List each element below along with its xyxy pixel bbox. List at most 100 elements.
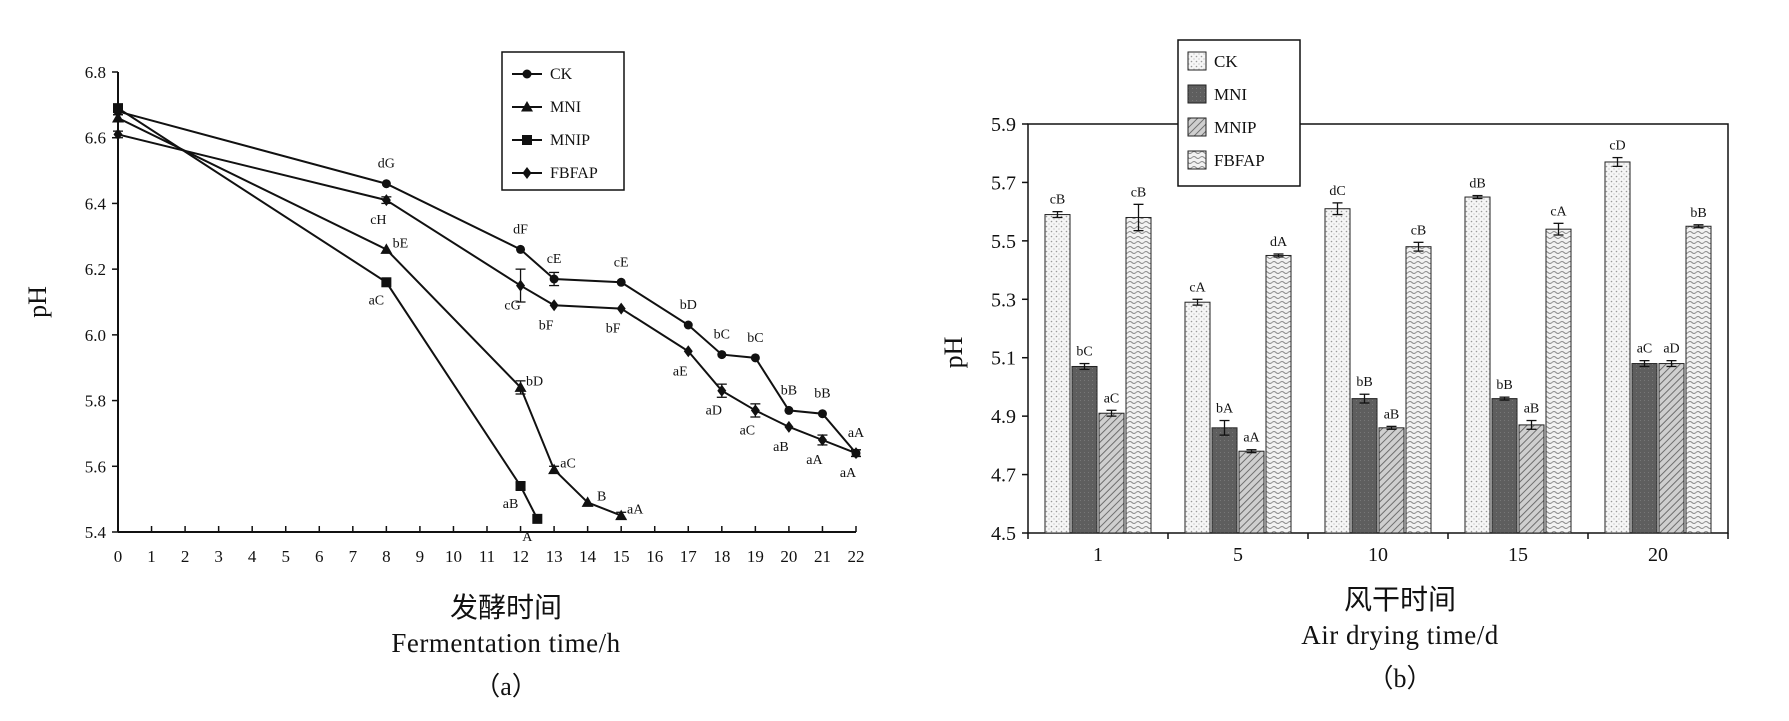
chart-a-legend-item-mni: MNI (512, 99, 581, 116)
chart-b-bar-mni (1351, 398, 1378, 534)
chart-b-bar-label: dB (1469, 177, 1485, 192)
chart-b-y-tick-label: 5.1 (991, 348, 1016, 370)
chart-b-y-tick-label: 5.7 (991, 172, 1016, 194)
chart-a-series-line (117, 107, 539, 520)
chart-a-series-line (117, 133, 857, 455)
chart-a-x-tick-label: 21 (814, 547, 831, 566)
chart-a-point (817, 409, 827, 419)
chart-a-point-label: aE (673, 364, 688, 379)
chart-a-point (516, 244, 526, 254)
chart-b-bar-fbfap (1685, 225, 1712, 534)
chart-b-x-tick-label: 5 (1233, 544, 1243, 566)
chart-b-legend-swatch (1187, 117, 1207, 137)
chart-a-x-tick-label: 5 (281, 547, 290, 566)
chart-b-legend-item-mnip: MNIP (1187, 117, 1257, 137)
chart-a-y-tick-label: 5.8 (85, 392, 106, 411)
chart-b-legend-item-mni: MNI (1187, 84, 1247, 104)
chart-a-legend-marker (522, 167, 532, 179)
chart-a-x-tick-label: 4 (248, 547, 257, 566)
chart-a-x-tick-label: 3 (214, 547, 223, 566)
chart-a-point-label: aA (840, 466, 857, 481)
chart-a-point-label: bC (714, 328, 730, 343)
chart-a-point-label: aB (503, 497, 519, 512)
chart-a-point (616, 277, 626, 287)
chart-a-point-label: cE (547, 252, 562, 267)
chart-b-bar-label: cB (1050, 193, 1066, 208)
chart-b-bar-label: bB (1496, 378, 1512, 393)
chart-a-point (750, 404, 760, 417)
chart-a-point-label: aC (369, 293, 385, 308)
chart-a-x-tick-label: 7 (349, 547, 358, 566)
chart-a-x-tick-label: 17 (680, 547, 698, 566)
chart-a-x-tick-label: 6 (315, 547, 324, 566)
chart-b-bar-mni (1491, 398, 1518, 534)
chart-a-point-label: bC (747, 331, 763, 346)
chart-a-point-label: cE (614, 255, 629, 270)
chart-a-x-tick-label: 14 (579, 547, 597, 566)
chart-b-y-tick-label: 5.5 (991, 231, 1016, 253)
chart-a-point-label: aC (560, 457, 576, 472)
chart-a-point (581, 496, 594, 507)
chart-a-series-fbfap: cH cG bF bF aE aD aC aB aA aA (113, 128, 861, 481)
chart-a-legend: CK MNI MNIP FBFAP (501, 51, 625, 191)
chart-b-bar-mnip (1238, 450, 1265, 534)
chart-a-point (615, 509, 628, 521)
chart-b-bar-label: cA (1550, 204, 1567, 219)
chart-b-bar-label: bA (1216, 402, 1234, 417)
chart-a-y-tick-label: 6.0 (85, 326, 106, 345)
chart-b-bar-label: bC (1076, 345, 1092, 360)
chart-b-legend-swatch (1187, 150, 1207, 170)
chart-a-point (515, 481, 526, 491)
chart-a-point (616, 302, 626, 315)
chart-a-legend-marker (521, 101, 533, 112)
chart-b-xlabel-zh: 风干时间 (1343, 585, 1456, 616)
chart-b-bar-label: bB (1690, 206, 1706, 221)
chart-a-point (113, 103, 123, 114)
chart-b-bar-label: aC (1104, 391, 1120, 406)
chart-b-legend-item-fbfap: FBFAP (1187, 150, 1265, 170)
chart-b-legend-item-ck: CK (1187, 51, 1238, 71)
chart-a-x-tick-label: 10 (445, 547, 462, 566)
chart-a-x-tick-label: 2 (181, 547, 190, 566)
chart-b-bar-fbfap (1405, 246, 1432, 534)
chart-a-legend-label: CK (550, 66, 573, 83)
chart-a-legend-marker (522, 69, 532, 79)
chart-a-legend-item-ck: CK (512, 66, 573, 83)
chart-b-x-tick-label: 1 (1093, 544, 1103, 566)
chart-b-caption: 风干时间 Air drying time/d （b） (1190, 584, 1610, 696)
chart-b-legend-label: MNIP (1214, 118, 1257, 137)
chart-b-x-tick-label: 10 (1368, 544, 1388, 566)
chart-a-x-tick-label: 22 (848, 547, 865, 566)
chart-b-y-tick-label: 4.7 (991, 465, 1016, 487)
chart-a-x-tick-label: 15 (613, 547, 630, 566)
chart-a-point-label: bB (814, 387, 830, 402)
chart-a-legend-label: MNI (550, 99, 581, 116)
chart-a-point-label: cH (370, 213, 386, 228)
chart-b-bar-mnip (1518, 424, 1545, 534)
chart-a-point-label: dG (378, 157, 395, 172)
chart-b-y-tick-label: 5.3 (991, 289, 1016, 311)
chart-a-x-tick-label: 8 (382, 547, 391, 566)
chart-b-y-tick-label: 4.9 (991, 406, 1016, 428)
chart-a-x-tick-label: 20 (780, 547, 797, 566)
chart-b-legend: CK MNI MNIP FBFAP (1177, 39, 1301, 187)
chart-a-point-label: A (522, 530, 533, 545)
chart-a-point-label: B (597, 489, 606, 504)
chart-b-bar-label: aD (1663, 342, 1679, 357)
chart-a-point (113, 128, 123, 141)
chart-a-x-tick-label: 1 (147, 547, 156, 566)
chart-a-legend-item-fbfap: FBFAP (512, 165, 598, 182)
chart-a-point (380, 243, 393, 254)
chart-a-point (784, 420, 794, 433)
chart-b-bar-ck (1044, 214, 1071, 534)
chart-a-point (717, 384, 727, 397)
chart-b-bar-label: dC (1329, 184, 1345, 199)
chart-a-point-label: bD (680, 298, 697, 313)
chart-b-legend-label: MNI (1214, 85, 1247, 104)
chart-b-y-tick-label: 5.9 (991, 114, 1016, 136)
chart-a-point (817, 434, 827, 446)
chart-b-bar-mni (1631, 363, 1658, 534)
chart-b-bar-fbfap (1545, 228, 1572, 534)
chart-a-legend-marker (522, 135, 532, 145)
